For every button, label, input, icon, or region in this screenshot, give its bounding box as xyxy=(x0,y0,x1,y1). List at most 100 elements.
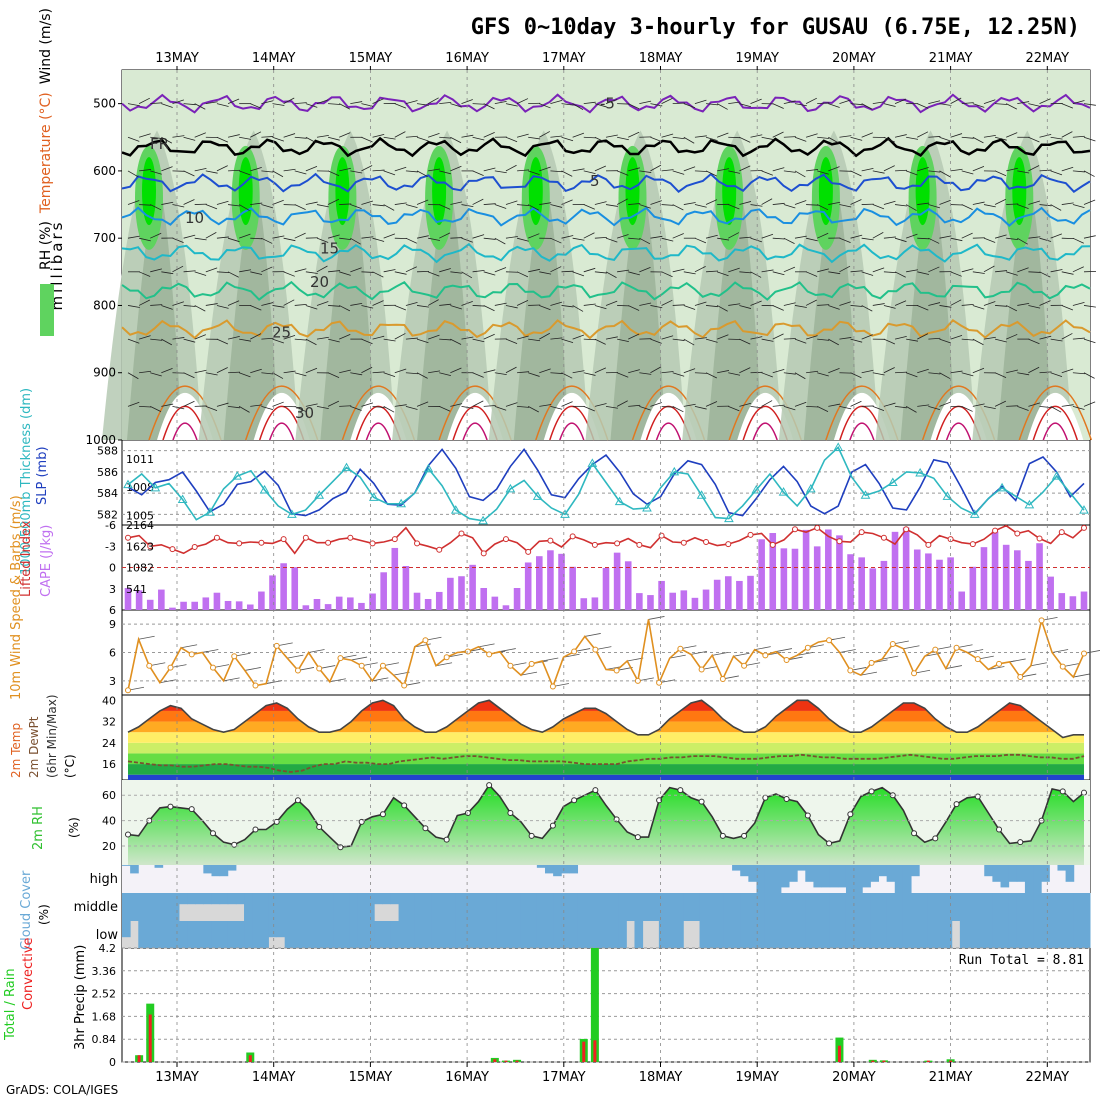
cloud-bar xyxy=(162,921,172,948)
cloud-bar xyxy=(325,893,334,921)
wind-speed-series-point xyxy=(911,670,918,677)
wind-barb xyxy=(439,268,451,273)
cloud-bar xyxy=(496,921,505,948)
thickness-series-point xyxy=(232,471,243,480)
surface-wind-barb xyxy=(733,652,750,657)
wind-barb xyxy=(794,305,807,308)
wind-barb xyxy=(261,372,274,375)
wind-barb xyxy=(550,405,563,410)
wind-barb xyxy=(1061,305,1074,311)
wind-barb xyxy=(516,98,529,104)
wind-barb xyxy=(550,266,562,273)
wind-barb xyxy=(628,271,640,276)
precip-conv-bar xyxy=(871,1060,875,1062)
wind-barb xyxy=(561,372,573,379)
wind-barb xyxy=(528,338,541,342)
rh-unit: (%) xyxy=(67,817,81,838)
wind-barb xyxy=(672,233,684,239)
cloud-bar xyxy=(195,893,204,905)
cloud-bar xyxy=(219,893,229,905)
isotherm-label: 5 xyxy=(590,172,600,190)
precip-conv-bar xyxy=(582,1041,586,1062)
lifted-index-series-point xyxy=(302,534,309,541)
cloud-bar xyxy=(805,865,814,882)
wind-barb xyxy=(150,304,163,306)
wind-barb xyxy=(772,271,785,276)
wind-barb xyxy=(228,169,241,172)
dry-pocket xyxy=(1027,392,1084,440)
cape-bar xyxy=(180,601,187,610)
wind-barb xyxy=(405,337,418,340)
wind-barb xyxy=(239,136,252,140)
wind-barb xyxy=(161,136,173,144)
wind-barb xyxy=(850,136,863,141)
rh-series-point xyxy=(443,836,450,843)
wind-barb xyxy=(794,136,807,142)
rh-series-point xyxy=(464,809,471,816)
cloud-bar xyxy=(374,921,383,948)
cloud-bar xyxy=(764,865,774,893)
wind-barb xyxy=(161,338,173,346)
wind-barb xyxy=(561,235,574,239)
cloud-bar xyxy=(837,865,847,888)
cloud-bar xyxy=(268,921,278,938)
date-label-top: 18MAY xyxy=(639,51,683,66)
wind-barb xyxy=(1017,170,1030,174)
wind-barb xyxy=(283,133,296,138)
temp-label: 2m DewPt xyxy=(27,716,41,778)
cape-bar xyxy=(213,592,221,610)
thickness-tick: 582 xyxy=(97,508,118,521)
cloud-bar xyxy=(911,893,920,921)
cloud-bar xyxy=(797,921,806,948)
wind-barb xyxy=(161,201,174,205)
wind-barb xyxy=(472,136,485,141)
wind-barb xyxy=(272,103,285,106)
cape-tick: 1082 xyxy=(126,562,154,575)
thickness-label: 1000-500mb Thickness (dm) xyxy=(19,388,34,575)
rh-series-point xyxy=(571,797,578,804)
wind-barb xyxy=(783,100,796,105)
cloud-bar xyxy=(406,893,416,921)
legend-item: Temperature (°C) xyxy=(38,92,54,214)
wind-barb xyxy=(616,198,628,205)
rh-series-point xyxy=(528,832,535,839)
thickness-series-point xyxy=(1079,505,1089,514)
wind-tick: 3 xyxy=(109,675,116,688)
cloud-bar xyxy=(357,921,367,948)
wind-barb xyxy=(1028,402,1041,407)
wind-barb xyxy=(783,405,796,411)
surface-wind-barb xyxy=(499,648,516,652)
wind-barb xyxy=(617,136,629,141)
wind-barb xyxy=(583,101,596,105)
wind-barb xyxy=(628,203,641,205)
temp-band xyxy=(128,764,1084,775)
cloud-bar xyxy=(1024,921,1034,948)
cloud-bar xyxy=(1073,893,1083,921)
lifted-index-series-point xyxy=(769,541,776,548)
wind-barb xyxy=(883,338,896,345)
cloud-bar xyxy=(829,921,839,948)
wind-barb xyxy=(1028,366,1040,374)
lifted-index-series-point xyxy=(1081,524,1087,531)
wind-barb xyxy=(439,405,451,412)
wind-barb xyxy=(550,135,563,138)
wind-barb xyxy=(261,337,274,340)
thickness-series-point xyxy=(450,505,461,514)
wind-barb xyxy=(394,131,406,138)
cloud-bar xyxy=(764,921,774,948)
cape-bar xyxy=(1058,593,1066,610)
cloud-bar xyxy=(976,893,985,921)
wind-barb xyxy=(906,269,919,273)
wind-barb xyxy=(294,406,306,412)
lifted-index-series-point xyxy=(747,531,754,538)
wind-barb xyxy=(794,103,807,107)
li-tick: 0 xyxy=(109,562,116,575)
wind-barb xyxy=(1061,166,1074,172)
cape-bar xyxy=(680,590,688,610)
wind-barb xyxy=(328,305,341,307)
date-label-bottom: 21MAY xyxy=(929,1070,973,1085)
cape-bar xyxy=(291,567,299,610)
wind-barb xyxy=(383,136,396,140)
wind-barb xyxy=(1072,204,1085,209)
surface-wind-barb xyxy=(584,633,601,637)
